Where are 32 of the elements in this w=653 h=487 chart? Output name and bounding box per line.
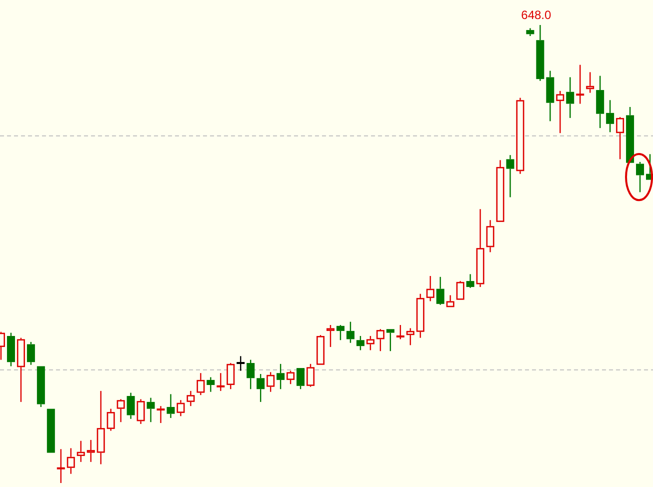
candlestick <box>196 372 205 396</box>
candlestick <box>486 220 494 253</box>
candlestick <box>376 328 384 352</box>
candlestick <box>56 448 65 484</box>
candlestick <box>166 394 175 419</box>
candlestick <box>536 24 544 82</box>
candlestick <box>616 116 624 160</box>
candlestick <box>106 408 115 432</box>
candlestick <box>436 276 444 306</box>
candlestick <box>506 154 514 198</box>
candlestick <box>476 208 484 288</box>
candlestick <box>136 398 145 425</box>
candlestick <box>566 76 574 119</box>
candlestick <box>176 400 185 417</box>
candlestick <box>126 392 135 420</box>
candlestick <box>206 376 215 392</box>
candlestick <box>146 397 155 423</box>
text: 648.0 <box>521 8 552 22</box>
candlestick <box>216 372 225 392</box>
candlestick <box>186 390 195 407</box>
candlestick <box>116 398 125 423</box>
candlestick <box>426 275 434 302</box>
candlestick <box>276 363 285 390</box>
candlestick <box>466 274 474 288</box>
candlestick <box>546 70 554 122</box>
candlestick <box>96 390 105 465</box>
candlestick <box>526 28 534 37</box>
candlestick <box>336 324 344 341</box>
candlestick <box>156 405 165 424</box>
candlestick <box>596 75 604 129</box>
candlestick <box>516 97 524 174</box>
candlestick <box>406 328 414 346</box>
